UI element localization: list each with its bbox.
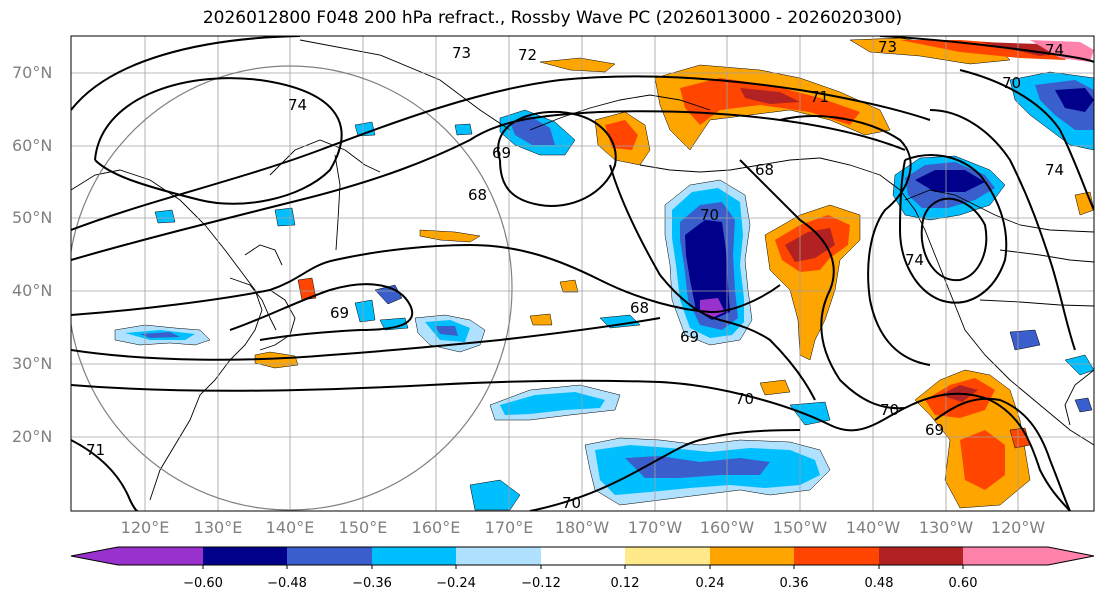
contour-label: 71 [810, 88, 829, 106]
colorbar-segment [710, 547, 794, 565]
lon-label: 150°W [772, 518, 828, 537]
contour-label: 69 [330, 304, 349, 322]
refractivity-contours [71, 36, 1094, 511]
lat-label: 50°N [12, 208, 53, 227]
lon-label: 160°E [411, 518, 461, 537]
contour-label: 68 [755, 161, 774, 179]
contour-label: 74 [288, 96, 307, 114]
contour-label: 70 [700, 206, 719, 224]
lon-label: 150°E [338, 518, 388, 537]
colorbar-tick-label: 0.60 [948, 576, 978, 591]
lon-label: 130°E [193, 518, 243, 537]
colorbar-max-arrow [1048, 547, 1094, 565]
colorbar-segment [879, 547, 963, 565]
colorbar-tick-label: −0.12 [521, 576, 561, 591]
lon-label: 140°E [265, 518, 315, 537]
contour-label: 73 [452, 44, 471, 62]
contour-label: 69 [492, 144, 511, 162]
lon-label: 140°W [845, 518, 901, 537]
colorbar-segment [794, 547, 879, 565]
map-title: 2026012800 F048 200 hPa refract., Rossby… [202, 8, 903, 28]
colorbar-tick-label: −0.48 [267, 576, 307, 591]
colorbar-tick-label: −0.60 [183, 576, 223, 591]
contour-label: 69 [680, 328, 699, 346]
lat-lon-grid [71, 36, 1094, 511]
colorbar-segment [541, 547, 625, 565]
colorbar-segment [118, 547, 203, 565]
range-circle [71, 65, 513, 511]
contour-label: 74 [1045, 41, 1064, 59]
colorbar-tick-label: 0.12 [610, 576, 640, 591]
colorbar-min-arrow [71, 547, 118, 565]
lon-label: 170°W [627, 518, 683, 537]
lon-label: 120°W [990, 518, 1046, 537]
lon-label: 170°E [484, 518, 534, 537]
colorbar-segment [963, 547, 1048, 565]
contour-label: 71 [86, 441, 105, 459]
lon-label: 130°W [918, 518, 974, 537]
contour-label: 68 [468, 186, 487, 204]
colorbar-segment [456, 547, 541, 565]
contour-label: 72 [518, 46, 537, 64]
lat-label: 40°N [12, 281, 53, 300]
colorbar-tick-label: 0.48 [864, 576, 894, 591]
lon-label: 120°E [120, 518, 170, 537]
lon-label: 160°W [699, 518, 755, 537]
lat-label: 60°N [12, 136, 53, 155]
colorbar-tick-label: 0.24 [695, 576, 725, 591]
contour-label: 70 [735, 390, 754, 408]
lon-label: 180°W [554, 518, 610, 537]
colorbar [70, 546, 1095, 569]
contour-label: 70 [1002, 74, 1021, 92]
contour-label: 74 [1045, 161, 1064, 179]
lat-label: 70°N [12, 63, 53, 82]
map-frame [70, 35, 1095, 512]
contour-label: 69 [925, 421, 944, 439]
contour-label: 70 [562, 494, 581, 512]
colorbar-segment [203, 547, 287, 565]
contour-label: 70 [880, 401, 899, 419]
colorbar-tick-label: −0.36 [352, 576, 392, 591]
lat-label: 30°N [12, 354, 53, 373]
coastlines [71, 39, 1094, 501]
colorbar-segment [287, 547, 372, 565]
contour-label: 74 [905, 251, 924, 269]
rossby-wave-shading [114, 37, 1094, 511]
colorbar-tick-label: 0.36 [779, 576, 809, 591]
colorbar-segment [625, 547, 710, 565]
colorbar-segment [372, 547, 456, 565]
contour-label: 73 [878, 38, 897, 56]
colorbar-outline [70, 546, 1095, 566]
contour-label: 68 [630, 299, 649, 317]
lat-label: 20°N [12, 427, 53, 446]
colorbar-tick-label: −0.24 [436, 576, 476, 591]
